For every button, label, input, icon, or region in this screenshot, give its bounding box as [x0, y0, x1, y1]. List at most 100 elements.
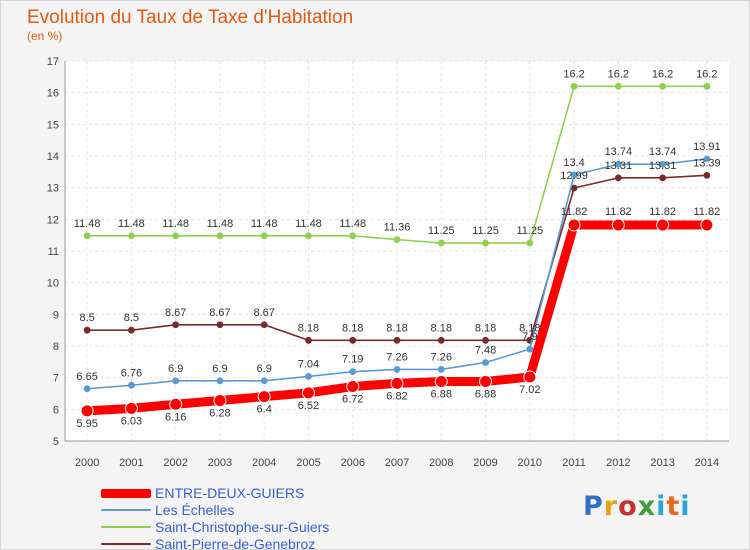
chart-legend: ENTRE-DEUX-GUIERS Les Échelles Saint-Chr… — [101, 485, 401, 550]
data-label-0: 11.82 — [649, 206, 676, 218]
y-tick-label: 5 — [53, 436, 59, 448]
data-label-1: 6.9 — [212, 363, 227, 375]
legend-label-entre-deux-guiers: ENTRE-DEUX-GUIERS — [155, 485, 305, 501]
series-point-3 — [437, 336, 445, 344]
series-point-2 — [127, 232, 135, 240]
data-label-2: 16.2 — [696, 68, 717, 80]
series-point-0 — [346, 380, 360, 394]
data-label-0: 6.88 — [431, 388, 452, 400]
data-label-3: 8.18 — [298, 322, 319, 334]
data-label-1: 7.26 — [386, 351, 407, 363]
series-point-1 — [437, 366, 445, 373]
series-point-0 — [390, 376, 404, 390]
series-point-1 — [659, 160, 666, 168]
series-point-1 — [216, 377, 224, 385]
y-tick-label: 17 — [47, 56, 59, 68]
series-point-0 — [567, 218, 581, 232]
data-label-2: 11.48 — [295, 218, 322, 230]
data-label-3: 8.67 — [253, 307, 274, 319]
series-point-2 — [482, 239, 489, 247]
x-tick-label: 2006 — [340, 457, 364, 469]
series-point-2 — [614, 82, 622, 90]
legend-item-saint-pierre: Saint-Pierre-de-Genebroz — [101, 536, 401, 550]
legend-swatch-saint-pierre — [101, 543, 151, 545]
logo-letter: i — [656, 491, 667, 522]
y-tick-label: 16 — [47, 88, 59, 100]
x-tick-label: 2011 — [562, 457, 586, 469]
logo-letter: t — [666, 491, 681, 522]
data-label-0: 11.82 — [605, 206, 632, 218]
series-point-3 — [260, 321, 268, 329]
series-point-0 — [479, 374, 493, 388]
x-tick-label: 2013 — [650, 457, 674, 469]
data-label-1: 13.4 — [563, 157, 584, 169]
data-label-2: 11.48 — [251, 218, 278, 230]
data-label-3: 8.67 — [165, 307, 186, 319]
data-label-1: 7.9 — [522, 331, 537, 343]
series-point-0 — [169, 397, 183, 411]
y-tick-label: 7 — [53, 373, 59, 385]
series-point-1 — [172, 377, 180, 385]
logo-letter: r — [603, 491, 619, 522]
series-point-2 — [216, 232, 224, 240]
data-label-0: 6.03 — [121, 415, 142, 427]
data-label-3: 8.18 — [431, 322, 452, 334]
data-label-1: 7.04 — [298, 358, 319, 370]
logo-letter: x — [637, 491, 657, 522]
series-point-1 — [127, 381, 135, 389]
logo-letter: P — [583, 491, 604, 522]
data-label-0: 6.82 — [386, 390, 407, 402]
series-point-1 — [482, 359, 489, 366]
series-point-0 — [523, 370, 537, 384]
x-tick-label: 2000 — [75, 457, 99, 469]
legend-item-les-echelles: Les Échelles — [101, 502, 401, 519]
data-label-0: 6.4 — [257, 404, 272, 416]
data-label-1: 13.91 — [693, 141, 721, 153]
data-label-1: 6.9 — [168, 363, 183, 375]
y-tick-label: 10 — [47, 278, 59, 290]
legend-item-entre-deux-guiers: ENTRE-DEUX-GUIERS — [101, 485, 401, 502]
x-tick-label: 2014 — [695, 457, 719, 469]
series-point-3 — [659, 174, 666, 182]
series-point-2 — [526, 239, 534, 247]
series-point-0 — [611, 218, 625, 232]
data-label-0: 6.52 — [298, 400, 319, 412]
data-label-3: 8.18 — [519, 322, 540, 334]
legend-label-saint-pierre: Saint-Pierre-de-Genebroz — [155, 536, 316, 550]
data-label-3: 13.31 — [605, 160, 633, 172]
series-point-0 — [700, 218, 714, 232]
legend-swatch-les-echelles — [101, 509, 151, 511]
chart-unit-label: (en %) — [27, 29, 63, 43]
legend-item-saint-christophe: Saint-Christophe-sur-Guiers — [101, 519, 401, 536]
data-label-2: 11.25 — [472, 225, 499, 237]
data-label-0: 6.72 — [342, 394, 363, 406]
series-point-0 — [124, 401, 138, 415]
y-tick-label: 15 — [47, 119, 59, 131]
legend-label-saint-christophe: Saint-Christophe-sur-Guiers — [155, 519, 330, 535]
series-point-0 — [434, 374, 448, 388]
x-tick-label: 2010 — [518, 457, 542, 469]
x-tick-label: 2001 — [119, 457, 143, 469]
data-label-3: 12.99 — [560, 170, 588, 182]
x-tick-label: 2008 — [429, 457, 453, 469]
series-point-2 — [659, 82, 666, 90]
x-tick-label: 2005 — [296, 457, 320, 469]
data-label-2: 11.48 — [339, 218, 366, 230]
series-point-3 — [349, 336, 357, 344]
series-point-3 — [83, 326, 91, 334]
series-point-0 — [301, 386, 315, 400]
data-label-3: 8.5 — [124, 312, 139, 324]
series-point-1 — [570, 171, 578, 179]
series-point-2 — [172, 232, 180, 240]
series-point-3 — [570, 184, 578, 192]
data-label-3: 13.39 — [693, 157, 721, 169]
y-tick-label: 13 — [47, 183, 59, 195]
data-label-2: 11.25 — [516, 225, 543, 237]
data-label-2: 11.48 — [162, 218, 189, 230]
data-label-0: 6.16 — [165, 411, 186, 423]
data-label-2: 11.48 — [74, 218, 101, 230]
series-point-0 — [656, 218, 670, 232]
y-tick-label: 8 — [53, 341, 59, 353]
